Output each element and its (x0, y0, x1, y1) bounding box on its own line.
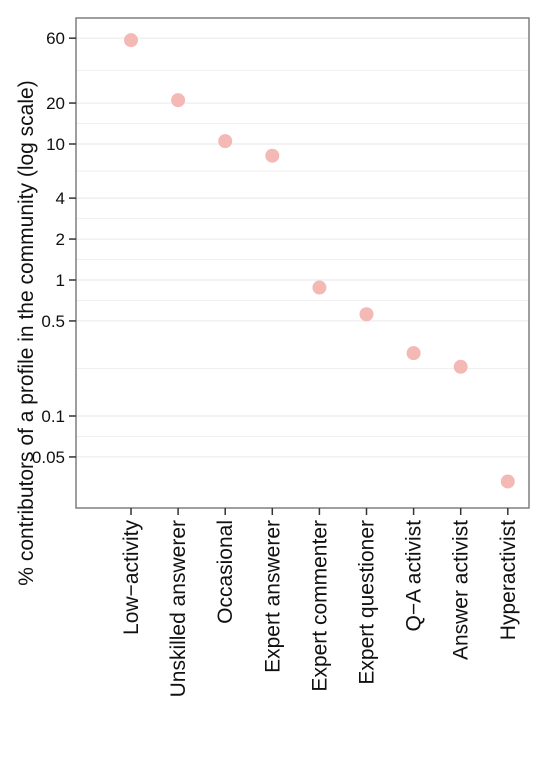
x-tick-label: Occasional (214, 520, 237, 624)
x-tick-label: Unskilled answerer (167, 520, 190, 697)
data-points (124, 33, 515, 489)
y-tick-label: 10 (46, 135, 65, 154)
y-tick-label: 1 (56, 271, 65, 290)
x-tick-label: Hyperactivist (497, 520, 520, 640)
data-point (124, 33, 138, 48)
grid-lines (76, 37, 529, 458)
data-point (406, 346, 421, 361)
plot-panel-border (75, 17, 530, 509)
y-tick-label: 2 (56, 230, 65, 249)
y-tick-label: 0.1 (41, 407, 65, 426)
y-tick-label: 60 (46, 29, 65, 48)
y-axis: 0.05 0.1 0.5 1 2 4 10 20 60 (32, 29, 76, 467)
data-point (171, 93, 186, 108)
x-tick-label: Q−A activist (403, 520, 426, 632)
data-point (218, 134, 233, 149)
data-point (359, 307, 374, 322)
data-point (500, 474, 515, 489)
x-axis: Low−activity Unskilled answerer Occasional… (120, 508, 520, 697)
data-point (312, 280, 327, 295)
y-tick-label: 0.05 (32, 448, 65, 467)
x-tick-label: Answer activist (450, 520, 473, 660)
x-tick-label: Expert commenter (308, 520, 331, 692)
y-tick-label: 20 (46, 94, 65, 113)
x-tick-label: Expert questioner (356, 520, 379, 685)
y-axis-title: % contributors of a profile in the commu… (15, 80, 38, 585)
x-tick-label: Expert answerer (261, 520, 284, 673)
x-tick-label: Low−activity (120, 520, 143, 635)
y-tick-label: 4 (56, 189, 65, 208)
y-tick-label: 0.5 (41, 312, 65, 331)
data-point (453, 359, 468, 374)
data-point (265, 148, 280, 163)
